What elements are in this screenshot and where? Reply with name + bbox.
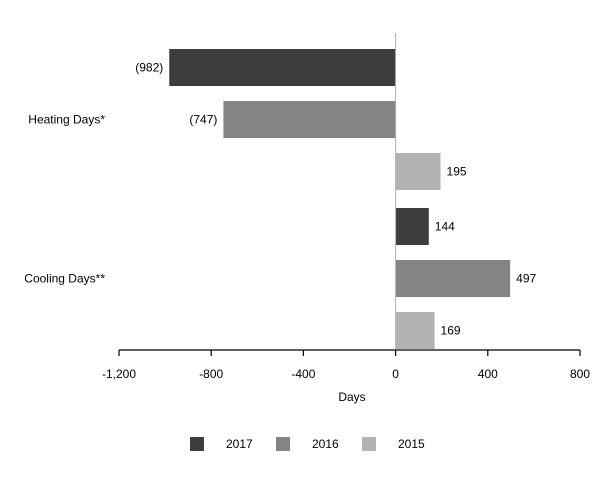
legend-label-2016: 2016 <box>312 437 339 451</box>
legend-label-2015: 2015 <box>398 437 425 451</box>
bar-2017-cooling <box>395 208 429 245</box>
x-tick-label: -400 <box>291 367 315 381</box>
bar-2016-heating <box>223 101 396 138</box>
bar-label: 195 <box>447 165 467 179</box>
x-axis-title: Days <box>338 390 365 404</box>
legend: 2017 2016 2015 <box>190 437 425 451</box>
legend-label-2017: 2017 <box>226 437 253 451</box>
bar-label: (982) <box>135 61 163 75</box>
bar-2015-heating <box>395 153 441 190</box>
legend-swatch-2017 <box>190 437 204 451</box>
bar-label: 144 <box>435 220 455 234</box>
bars-layer <box>169 49 511 349</box>
x-tick-label: -1,200 <box>102 367 136 381</box>
bar-2015-cooling <box>395 312 435 349</box>
bar-label: (747) <box>189 113 217 127</box>
legend-swatch-2016 <box>276 437 290 451</box>
legend-swatch-2015 <box>362 437 376 451</box>
category-label: Heating Days* <box>28 113 105 127</box>
bar-label: 497 <box>516 272 536 286</box>
x-ticks: -1,200 -800 -400 0 400 800 <box>102 350 590 381</box>
x-tick-label: 400 <box>478 367 498 381</box>
x-tick-label: -800 <box>199 367 223 381</box>
x-tick-label: 0 <box>392 367 399 381</box>
bar-labels-layer: (982) (747) 195 144 497 169 <box>135 61 536 338</box>
bar-2016-cooling <box>395 260 511 297</box>
category-label: Cooling Days** <box>24 272 105 286</box>
x-tick-label: 800 <box>570 367 590 381</box>
category-labels-layer: Heating Days* Cooling Days** <box>24 113 105 286</box>
bar-2017-heating <box>169 49 396 86</box>
bar-label: 169 <box>441 324 461 338</box>
x-axis: -1,200 -800 -400 0 400 800 <box>102 349 590 381</box>
